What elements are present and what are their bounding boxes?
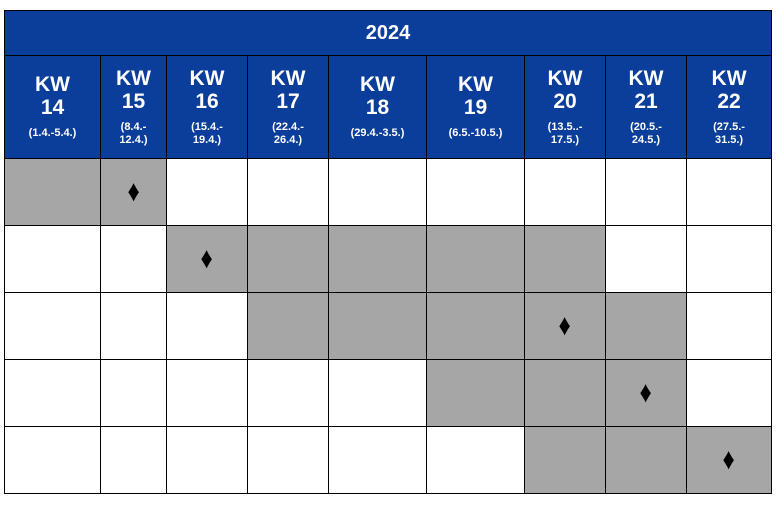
empty-week-cell [166, 292, 248, 360]
week-header-20: KW 20 (13.5..- 17.5.) [524, 55, 606, 159]
active-week-cell [524, 225, 606, 293]
week-label: KW [711, 66, 747, 90]
empty-week-cell [685, 292, 773, 360]
week-date-range: (8.4.- 12.4.) [119, 120, 148, 146]
week-label: KW [189, 66, 225, 90]
empty-week-cell [426, 158, 525, 226]
week-header-18: KW 18 (29.4.-3.5.) [328, 55, 427, 159]
empty-week-cell [4, 426, 101, 494]
week-number: 22 [717, 89, 741, 113]
week-date-range: (13.5..- 17.5.) [547, 120, 583, 146]
week-header-row: KW 14 (1.4.-5.4.) KW 15 (8.4.- 12.4.) KW 16 (15.… [4, 55, 773, 159]
week-number: 14 [40, 96, 65, 120]
empty-week-cell [4, 359, 101, 427]
active-week-cell: ♦ [605, 359, 687, 427]
active-week-cell: ♦ [685, 426, 773, 494]
active-week-cell: ♦ [100, 158, 167, 226]
empty-week-cell [328, 158, 427, 226]
week-number: 19 [463, 96, 488, 120]
week-number: 18 [365, 96, 390, 120]
week-label: KW [628, 66, 664, 90]
empty-week-cell [4, 225, 101, 293]
task-row: ♦ [4, 359, 773, 427]
diamond-icon: ♦ [722, 443, 736, 476]
empty-week-cell [426, 426, 525, 494]
week-header-15: KW 15 (8.4.- 12.4.) [100, 55, 167, 159]
week-label: KW [360, 73, 395, 97]
week-label: KW [270, 66, 306, 90]
diamond-icon: ♦ [639, 376, 653, 409]
year-header-row: 2024 [3, 10, 773, 56]
empty-week-cell [166, 158, 248, 226]
active-week-cell [328, 225, 427, 293]
diamond-icon: ♦ [558, 309, 572, 342]
week-date-range: (27.5.- 31.5.) [713, 120, 745, 146]
week-date-range: (29.4.-3.5.) [350, 127, 405, 140]
week-label: KW [458, 73, 493, 97]
active-week-cell [247, 292, 329, 360]
active-week-cell [247, 225, 329, 293]
empty-week-cell [524, 158, 606, 226]
task-row: ♦ [4, 158, 773, 226]
week-label: KW [547, 66, 583, 90]
week-date-range: (1.4.-5.4.) [28, 127, 77, 140]
active-week-cell [605, 426, 687, 494]
week-header-19: KW 19 (6.5.-10.5.) [426, 55, 525, 159]
active-week-cell [4, 158, 101, 226]
empty-week-cell [100, 225, 167, 293]
week-number: 15 [121, 89, 146, 113]
week-number: 16 [195, 89, 219, 113]
week-date-range: (6.5.-10.5.) [448, 127, 503, 140]
active-week-cell [524, 426, 606, 494]
active-week-cell [426, 359, 525, 427]
empty-week-cell [685, 359, 773, 427]
empty-week-cell [247, 158, 329, 226]
active-week-cell [524, 359, 606, 427]
task-row: ♦ [4, 426, 773, 494]
empty-week-cell [166, 359, 248, 427]
gantt-body: ♦ ♦ ♦ ♦ ♦ [4, 158, 773, 494]
week-header-21: KW 21 (20.5.- 24.5.) [605, 55, 687, 159]
week-date-range: (15.4.- 19.4.) [191, 120, 223, 146]
gantt-table: 2024 KW 14 (1.4.-5.4.) KW 15 (8.4.- 12.4.) KW 1… [3, 10, 773, 494]
week-date-range: (20.5.- 24.5.) [630, 120, 662, 146]
active-week-cell [605, 292, 687, 360]
week-number: 20 [553, 89, 577, 113]
empty-week-cell [100, 359, 167, 427]
task-row: ♦ [4, 292, 773, 360]
active-week-cell: ♦ [166, 225, 248, 293]
week-label: KW [35, 73, 70, 97]
year-header: 2024 [3, 10, 773, 56]
active-week-cell [426, 225, 525, 293]
empty-week-cell [328, 359, 427, 427]
empty-week-cell [605, 158, 687, 226]
empty-week-cell [328, 426, 427, 494]
week-header-16: KW 16 (15.4.- 19.4.) [166, 55, 248, 159]
week-header-17: KW 17 (22.4.- 26.4.) [247, 55, 329, 159]
empty-week-cell [4, 292, 101, 360]
empty-week-cell [247, 426, 329, 494]
diamond-icon: ♦ [200, 242, 214, 275]
task-row: ♦ [4, 225, 773, 293]
week-number: 21 [634, 89, 658, 113]
active-week-cell: ♦ [524, 292, 606, 360]
empty-week-cell [685, 225, 773, 293]
week-header-14: KW 14 (1.4.-5.4.) [4, 55, 101, 159]
empty-week-cell [166, 426, 248, 494]
empty-week-cell [685, 158, 773, 226]
week-number: 17 [276, 89, 300, 113]
diamond-icon: ♦ [127, 175, 140, 208]
week-date-range: (22.4.- 26.4.) [272, 120, 304, 146]
empty-week-cell [100, 426, 167, 494]
week-header-22: KW 22 (27.5.- 31.5.) [685, 55, 773, 159]
active-week-cell [426, 292, 525, 360]
empty-week-cell [247, 359, 329, 427]
active-week-cell [328, 292, 427, 360]
empty-week-cell [100, 292, 167, 360]
empty-week-cell [605, 225, 687, 293]
week-label: KW [116, 66, 151, 90]
